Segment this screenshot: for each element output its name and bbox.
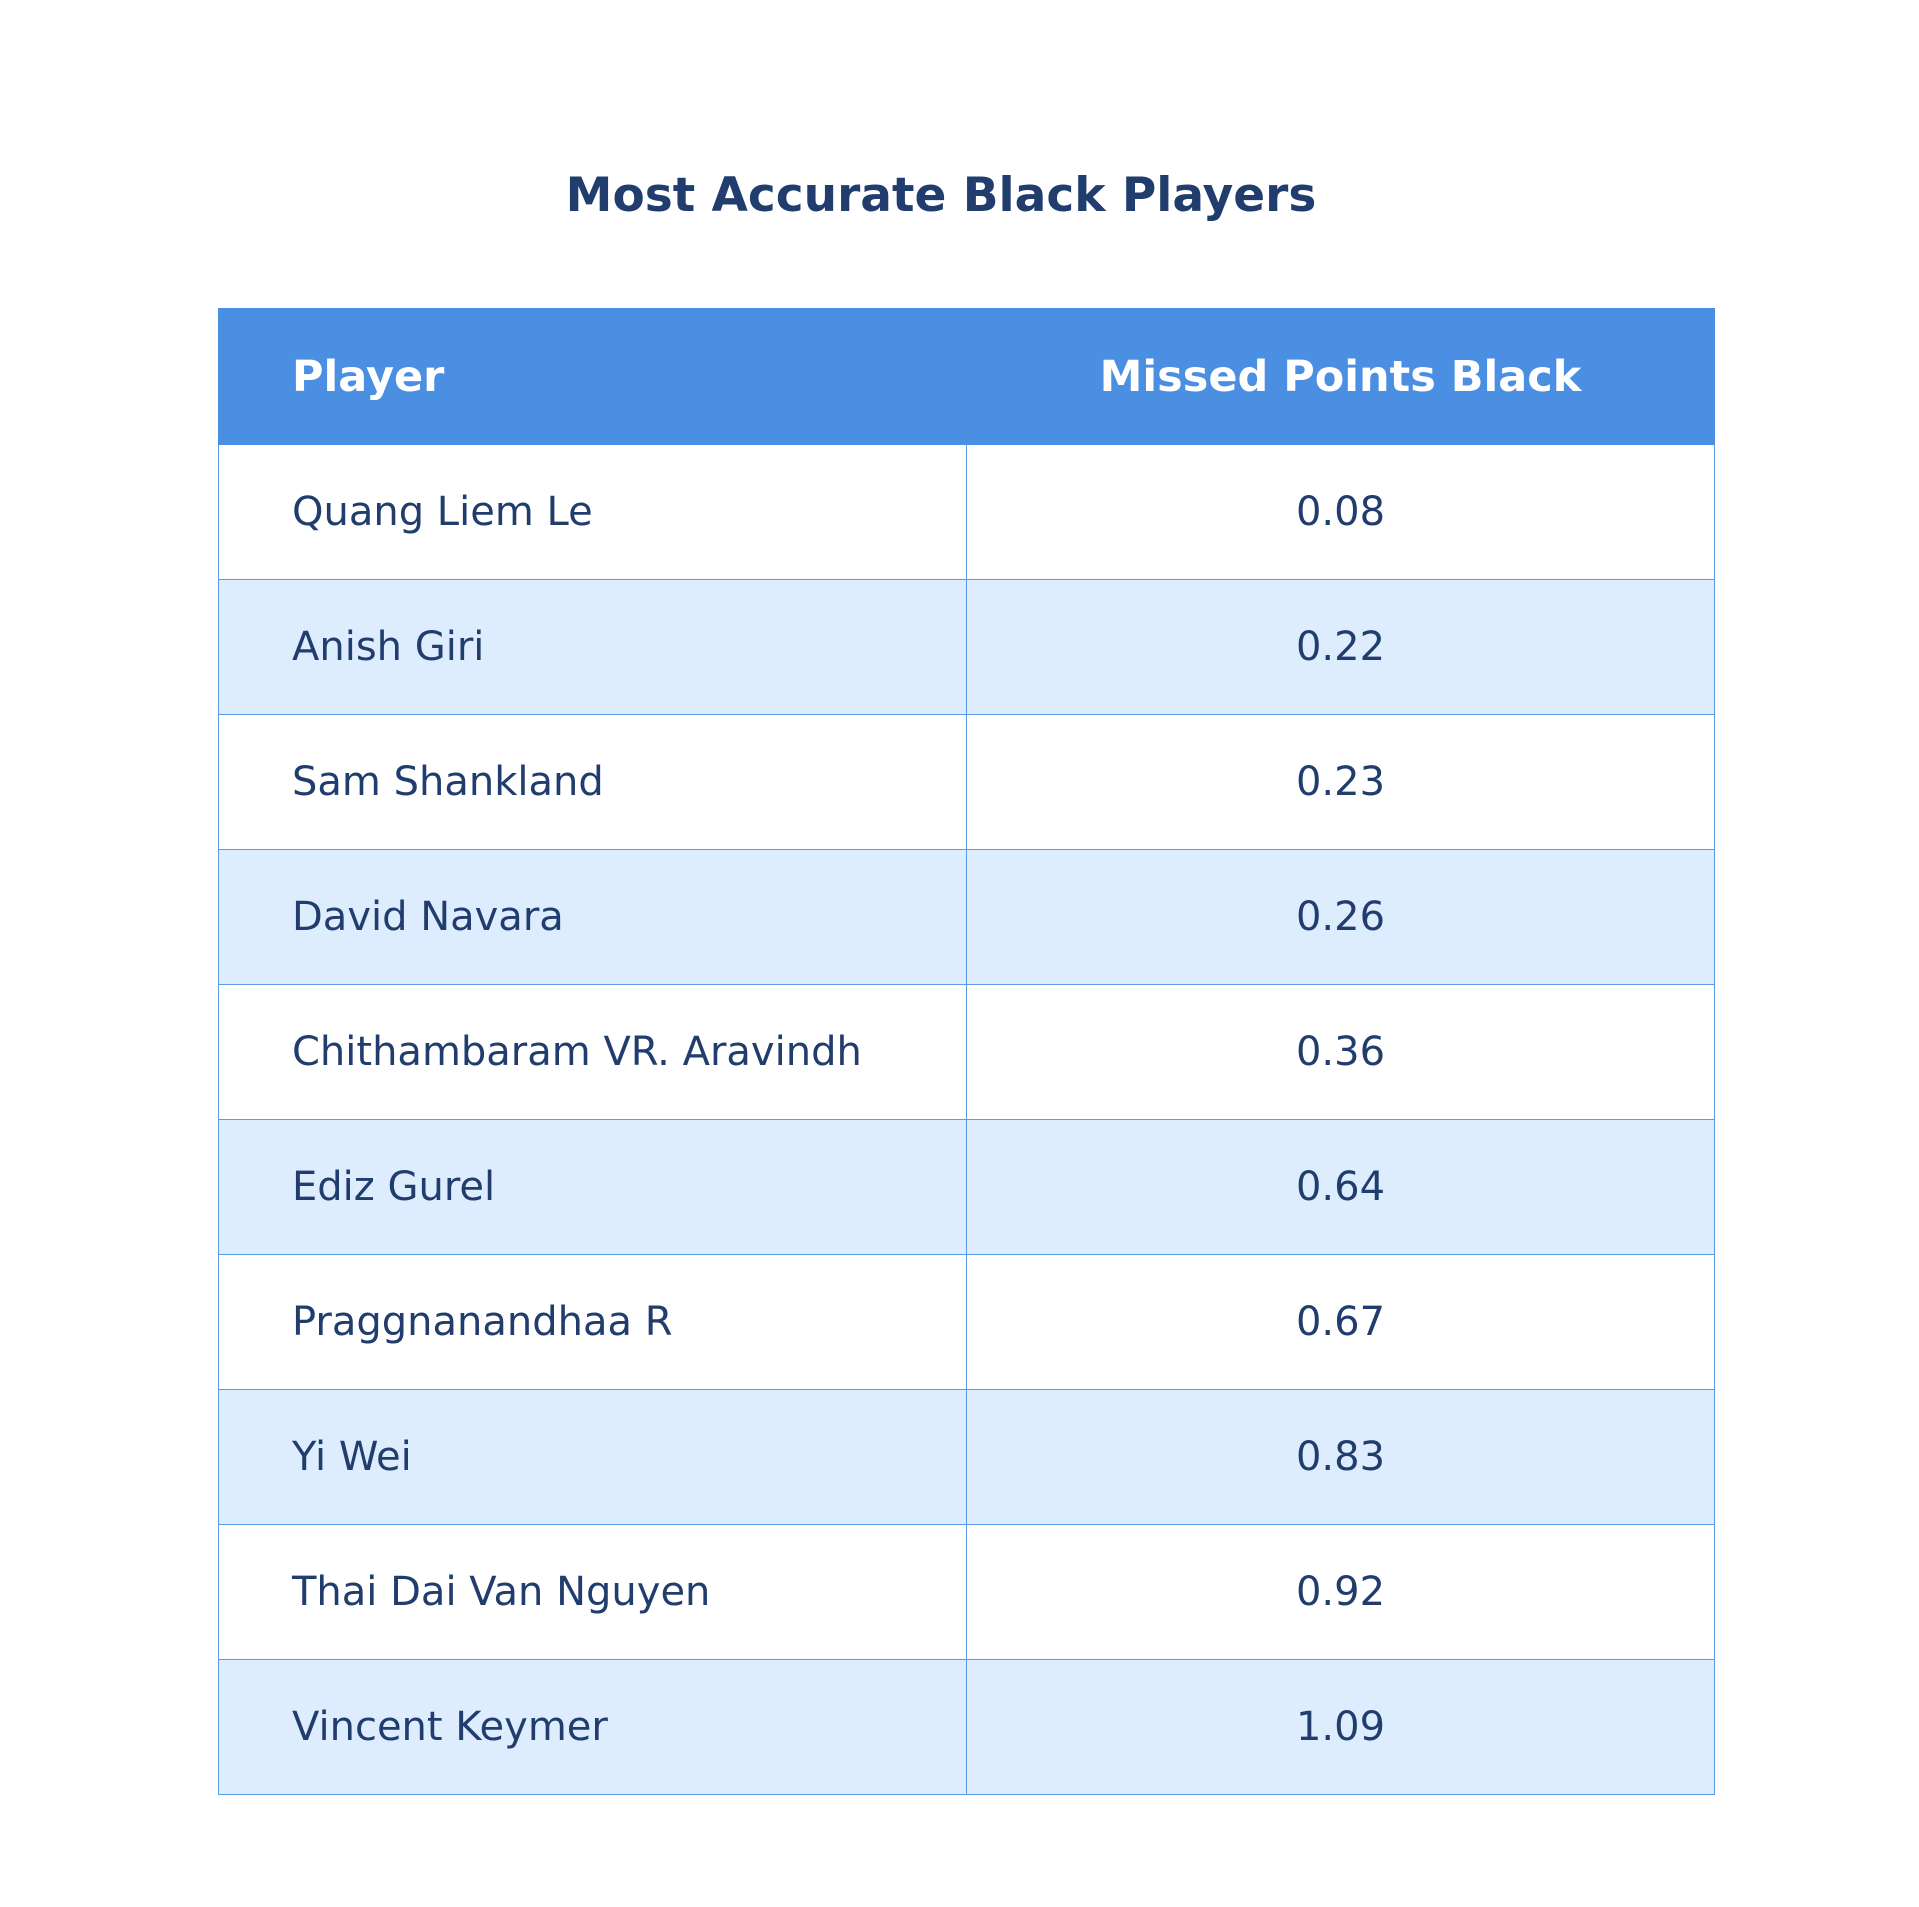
value-cell: 0.67: [966, 1254, 1715, 1390]
table-row: Sam Shankland 0.23: [218, 714, 1715, 850]
column-header-player: Player: [218, 308, 967, 445]
table-row: Vincent Keymer 1.09: [218, 1659, 1715, 1795]
table-row: Quang Liem Le 0.08: [218, 444, 1715, 580]
value-cell: 0.92: [966, 1524, 1715, 1660]
player-cell: David Navara: [218, 849, 967, 985]
value-cell: 0.64: [966, 1119, 1715, 1255]
chart-title: Most Accurate Black Players: [565, 168, 1317, 223]
value-cell: 0.26: [966, 849, 1715, 985]
value-cell: 0.23: [966, 714, 1715, 850]
table-row: Praggnanandhaa R 0.67: [218, 1254, 1715, 1390]
value-cell: 0.08: [966, 444, 1715, 580]
player-cell: Yi Wei: [218, 1389, 967, 1525]
table-row: Yi Wei 0.83: [218, 1389, 1715, 1525]
value-cell: 1.09: [966, 1659, 1715, 1795]
player-cell: Anish Giri: [218, 579, 967, 715]
value-cell: 0.36: [966, 984, 1715, 1120]
value-cell: 0.83: [966, 1389, 1715, 1525]
player-cell: Ediz Gurel: [218, 1119, 967, 1255]
column-header-missed-points: Missed Points Black: [966, 308, 1715, 445]
player-cell: Vincent Keymer: [218, 1659, 967, 1795]
player-cell: Quang Liem Le: [218, 444, 967, 580]
player-cell: Sam Shankland: [218, 714, 967, 850]
value-cell: 0.22: [966, 579, 1715, 715]
table-row: Chithambaram VR. Aravindh 0.36: [218, 984, 1715, 1120]
header-row: Player Missed Points Black: [218, 308, 1715, 445]
player-cell: Praggnanandhaa R: [218, 1254, 967, 1390]
table-row: Anish Giri 0.22: [218, 579, 1715, 715]
table-row: Ediz Gurel 0.64: [218, 1119, 1715, 1255]
data-table: Player Missed Points Black Quang Liem Le…: [218, 308, 1715, 1795]
table-row: David Navara 0.26: [218, 849, 1715, 985]
player-cell: Thai Dai Van Nguyen: [218, 1524, 967, 1660]
player-cell: Chithambaram VR. Aravindh: [218, 984, 967, 1120]
table-row: Thai Dai Van Nguyen 0.92: [218, 1524, 1715, 1660]
